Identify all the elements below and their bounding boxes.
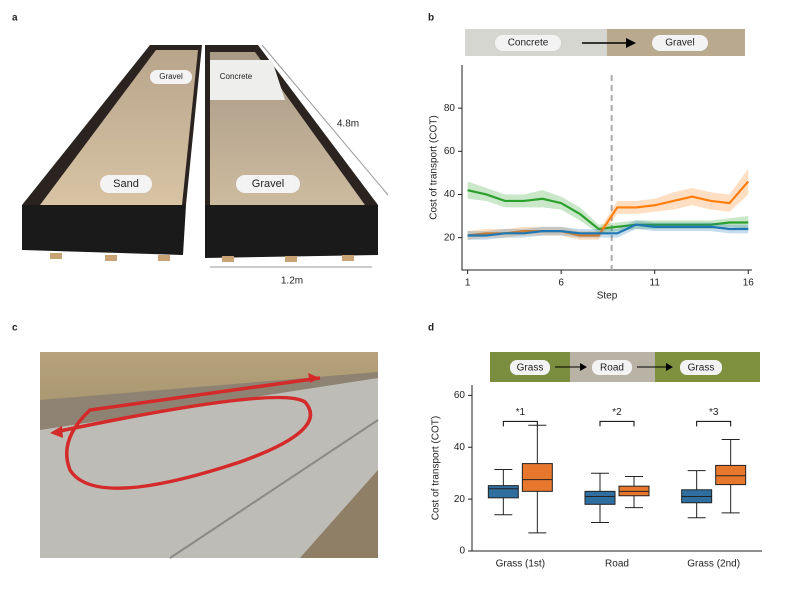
photo-c	[40, 352, 379, 559]
box	[715, 464, 747, 486]
line	[467, 223, 749, 237]
band	[467, 181, 749, 234]
x-tick-label: Grass (2nd)	[687, 559, 740, 570]
x-tick-label: 1	[465, 278, 471, 289]
y-axis-label: Cost of transport (COT)	[431, 416, 442, 520]
line	[467, 189, 749, 231]
panel-label: c	[12, 323, 18, 334]
x-tick-label: 6	[558, 278, 564, 289]
x-tick-label: Grass (1st)	[496, 559, 545, 570]
photo-a	[22, 44, 389, 268]
banner-text: Grass	[688, 363, 715, 374]
banner-text: Grass	[517, 363, 544, 374]
photo-label: Gravel	[252, 178, 284, 190]
significance-bracket	[696, 420, 732, 427]
banner-text: Gravel	[665, 38, 694, 49]
banner-b	[465, 29, 745, 56]
banner-text: Concrete	[508, 38, 549, 49]
band	[467, 220, 749, 240]
y-axis-label: Cost of transport (COT)	[429, 115, 440, 219]
annotation: *1	[516, 407, 526, 418]
y-tick-label: 20	[454, 494, 466, 505]
y-tick-label: 40	[444, 189, 456, 200]
x-axis-label: Step	[597, 291, 618, 302]
photo-label: Sand	[113, 178, 139, 190]
y-tick-label: 60	[444, 146, 456, 157]
panel-label: d	[428, 323, 434, 334]
box	[521, 463, 553, 492]
x-tick-label: 16	[743, 278, 755, 289]
y-tick-label: 20	[444, 232, 456, 243]
y-tick-label: 40	[454, 442, 466, 453]
annotation: *3	[709, 407, 719, 418]
photo-label: 1.2m	[281, 276, 303, 287]
axis	[461, 65, 752, 271]
box	[487, 485, 519, 499]
photo-label: Gravel	[159, 72, 183, 81]
banner-text: Road	[600, 363, 624, 374]
panel-label: b	[428, 13, 434, 24]
photo-label: 4.8m	[337, 119, 359, 130]
significance-bracket	[599, 420, 635, 427]
banner-d	[490, 352, 760, 382]
x-tick-label: Road	[605, 559, 629, 570]
box	[584, 490, 616, 505]
significance-bracket	[502, 420, 538, 427]
annotation: *2	[612, 407, 622, 418]
photo-label: Concrete	[220, 72, 253, 81]
x-tick-label: 11	[650, 278, 661, 289]
y-tick-label: 60	[454, 390, 466, 401]
y-tick-label: 80	[444, 103, 456, 114]
panel-label: a	[12, 13, 18, 24]
y-tick-label: 0	[459, 546, 465, 557]
